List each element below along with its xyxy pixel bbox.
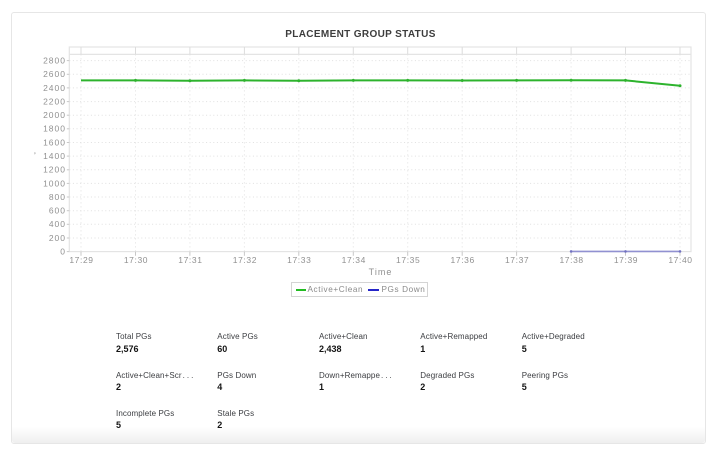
svg-text:17:29: 17:29 (69, 255, 93, 265)
svg-text:2600: 2600 (43, 69, 66, 79)
svg-text:2400: 2400 (43, 83, 66, 93)
svg-text:Time: Time (369, 267, 393, 277)
svg-text:’: ’ (34, 152, 36, 161)
svg-text:400: 400 (49, 219, 66, 229)
svg-text:1400: 1400 (43, 151, 66, 161)
svg-text:17:33: 17:33 (287, 255, 311, 265)
svg-text:17:37: 17:37 (505, 255, 529, 265)
svg-text:17:39: 17:39 (614, 255, 638, 265)
svg-text:17:30: 17:30 (124, 255, 148, 265)
svg-text:17:36: 17:36 (451, 255, 475, 265)
svg-text:1200: 1200 (43, 165, 66, 175)
svg-text:17:31: 17:31 (178, 255, 202, 265)
svg-text:0: 0 (60, 247, 66, 257)
svg-text:17:35: 17:35 (396, 255, 420, 265)
svg-text:2000: 2000 (43, 110, 66, 120)
svg-text:1600: 1600 (43, 137, 66, 147)
svg-text:17:38: 17:38 (559, 255, 583, 265)
svg-text:2800: 2800 (43, 56, 66, 66)
svg-text:200: 200 (49, 233, 66, 243)
svg-text:800: 800 (49, 192, 66, 202)
svg-text:17:32: 17:32 (233, 255, 257, 265)
svg-text:1800: 1800 (43, 124, 66, 134)
svg-text:17:40: 17:40 (668, 255, 692, 265)
svg-text:1000: 1000 (43, 178, 66, 188)
svg-text:2200: 2200 (43, 97, 66, 107)
svg-text:17:34: 17:34 (342, 255, 366, 265)
svg-text:600: 600 (49, 206, 66, 216)
